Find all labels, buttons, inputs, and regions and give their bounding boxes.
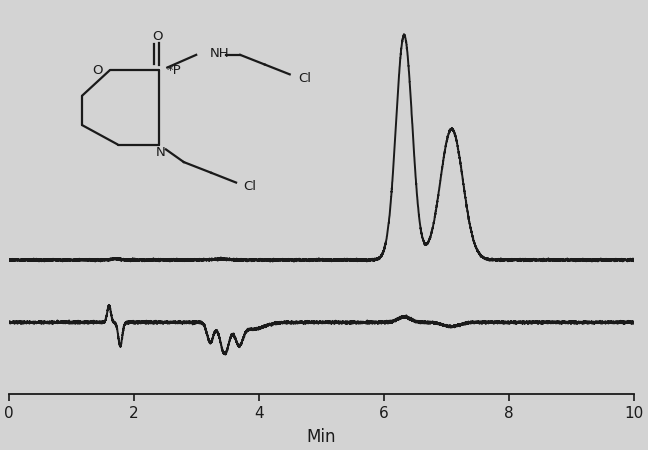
- X-axis label: Min: Min: [307, 428, 336, 446]
